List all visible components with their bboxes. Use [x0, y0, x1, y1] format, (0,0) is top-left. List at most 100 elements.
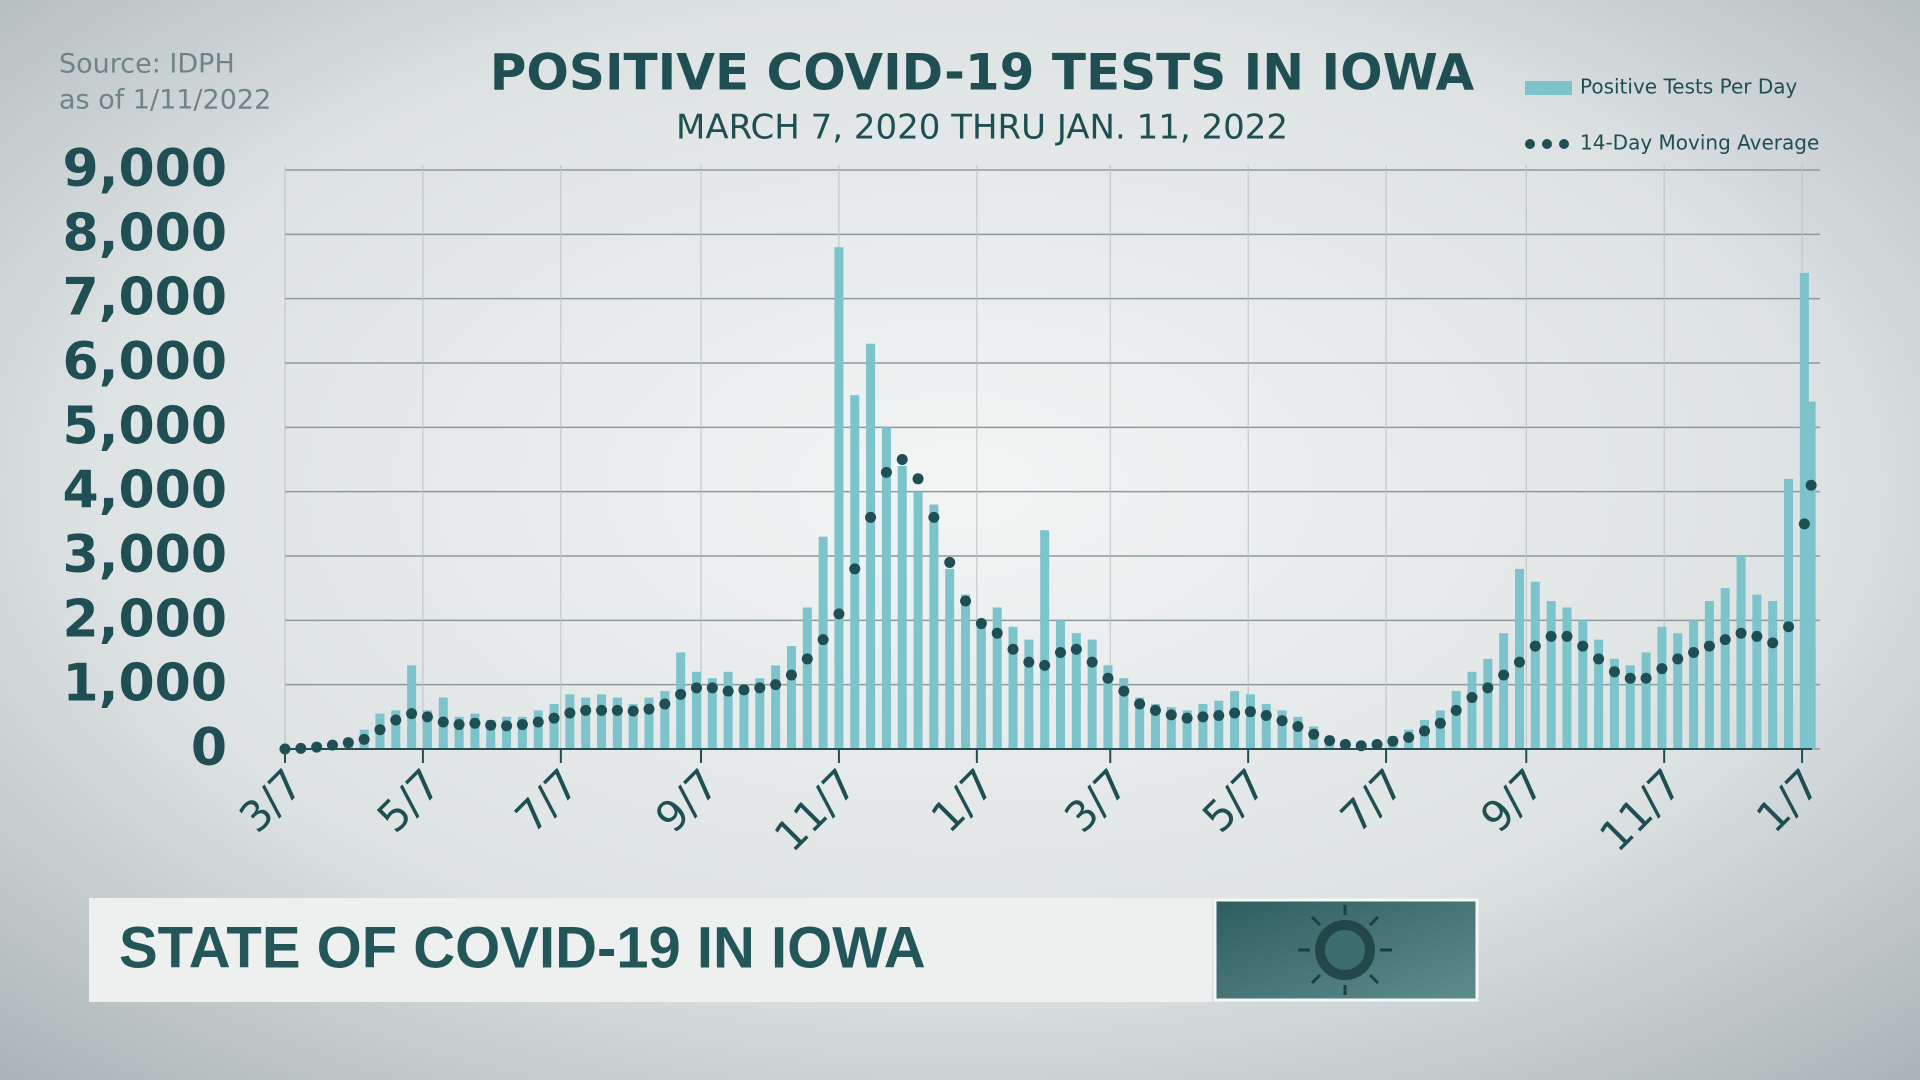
- average-dot: [1371, 738, 1383, 750]
- average-dot: [1229, 707, 1241, 719]
- bar: [660, 691, 670, 749]
- average-dot: [374, 724, 386, 736]
- average-dot: [1165, 709, 1177, 721]
- y-tick-label: 7,000: [63, 268, 227, 328]
- average-dot: [1529, 640, 1541, 652]
- average-dot: [1181, 712, 1193, 724]
- bar: [1182, 710, 1192, 749]
- bar: [1784, 478, 1794, 749]
- bar: [1024, 639, 1034, 749]
- bar: [454, 716, 464, 749]
- bar: [1135, 697, 1145, 749]
- bar: [1119, 678, 1129, 749]
- bar: [786, 646, 796, 749]
- average-dot: [1055, 647, 1067, 658]
- bar: [1594, 639, 1604, 749]
- bar: [1752, 594, 1762, 749]
- bar: [533, 710, 543, 749]
- bar: [1087, 639, 1097, 749]
- bar: [1040, 530, 1050, 749]
- average-dot: [1023, 656, 1035, 668]
- average-dot: [1213, 710, 1225, 722]
- average-dot: [975, 618, 987, 630]
- bar: [755, 678, 765, 749]
- y-tick-label: 0: [191, 718, 227, 778]
- average-dot: [1545, 630, 1557, 642]
- average-dot: [1719, 634, 1731, 646]
- average-dot: [532, 716, 544, 728]
- average-dot: [1640, 672, 1652, 684]
- average-dot: [469, 717, 481, 729]
- average-dot: [1498, 669, 1510, 681]
- average-dot: [1007, 643, 1019, 655]
- average-dot: [1624, 672, 1636, 684]
- average-dot: [1244, 706, 1256, 718]
- bar: [1150, 703, 1160, 749]
- y-tick-label: 6,000: [63, 332, 227, 392]
- average-dot: [406, 708, 418, 720]
- average-dot: [516, 719, 528, 731]
- bar: [1435, 710, 1445, 749]
- average-dot: [1466, 692, 1478, 704]
- bar: [391, 710, 401, 749]
- average-dot: [1656, 663, 1668, 675]
- average-dot: [785, 669, 797, 681]
- y-tick-label: 3,000: [63, 525, 227, 585]
- bar: [1562, 607, 1572, 749]
- bar: [1546, 601, 1556, 749]
- average-dot: [1339, 738, 1351, 750]
- average-dot: [1561, 630, 1573, 642]
- bar: [1736, 556, 1746, 749]
- average-dot: [1308, 728, 1320, 740]
- legend-label: 14-Day Moving Average: [1580, 131, 1819, 155]
- average-dot: [960, 595, 972, 607]
- average-dot: [1260, 710, 1272, 722]
- bar: [1483, 658, 1493, 749]
- bar: [961, 594, 971, 749]
- average-dot: [1482, 682, 1494, 694]
- bar: [1103, 665, 1113, 749]
- bar: [897, 465, 907, 749]
- average-dot: [1593, 653, 1605, 665]
- bar: [1467, 671, 1477, 749]
- bar: [1245, 694, 1255, 749]
- average-dot: [326, 739, 338, 751]
- average-dot: [1086, 656, 1098, 668]
- bar: [992, 607, 1002, 749]
- as-of: as of 1/11/2022: [59, 85, 271, 116]
- bar: [1451, 691, 1461, 749]
- average-dot: [659, 698, 671, 710]
- average-dot: [1608, 666, 1620, 678]
- bar: [739, 684, 749, 749]
- average-dot: [865, 511, 877, 523]
- bar: [1499, 633, 1509, 749]
- bar: [470, 713, 480, 749]
- average-dot: [928, 511, 940, 523]
- legend-dot: [1542, 139, 1552, 149]
- average-dot: [1577, 640, 1589, 652]
- source: Source: IDPH: [59, 49, 235, 80]
- average-dot: [675, 688, 687, 700]
- legend-dot: [1525, 139, 1535, 149]
- bar: [549, 703, 559, 749]
- average-dot: [421, 711, 433, 723]
- average-dot: [912, 473, 924, 485]
- average-dot: [706, 682, 718, 694]
- average-dot: [1703, 640, 1715, 652]
- average-dot: [1751, 630, 1763, 642]
- bar: [1056, 620, 1066, 749]
- bar: [834, 247, 844, 749]
- bar: [1689, 620, 1699, 749]
- bar: [1261, 703, 1271, 749]
- average-dot: [1805, 479, 1817, 491]
- average-dot: [611, 704, 623, 716]
- bar: [486, 720, 496, 749]
- bar: [565, 694, 575, 749]
- average-dot: [944, 556, 956, 568]
- bar: [502, 716, 512, 749]
- bar: [945, 568, 955, 749]
- bar: [1609, 658, 1619, 749]
- legend-swatch: [1525, 81, 1572, 95]
- average-dot: [1419, 725, 1431, 737]
- lower-third-bar: [89, 898, 1212, 1002]
